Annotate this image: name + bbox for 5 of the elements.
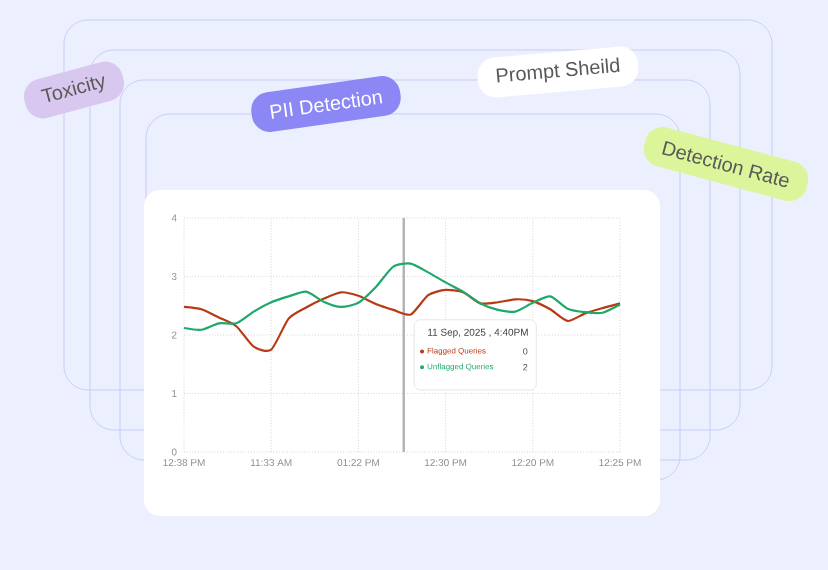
line-series (182, 262, 622, 331)
text: Toxicity (40, 76, 105, 103)
line-series (182, 288, 622, 352)
text: PII Detection (270, 92, 383, 119)
text: Prompt Sheild (496, 57, 620, 83)
